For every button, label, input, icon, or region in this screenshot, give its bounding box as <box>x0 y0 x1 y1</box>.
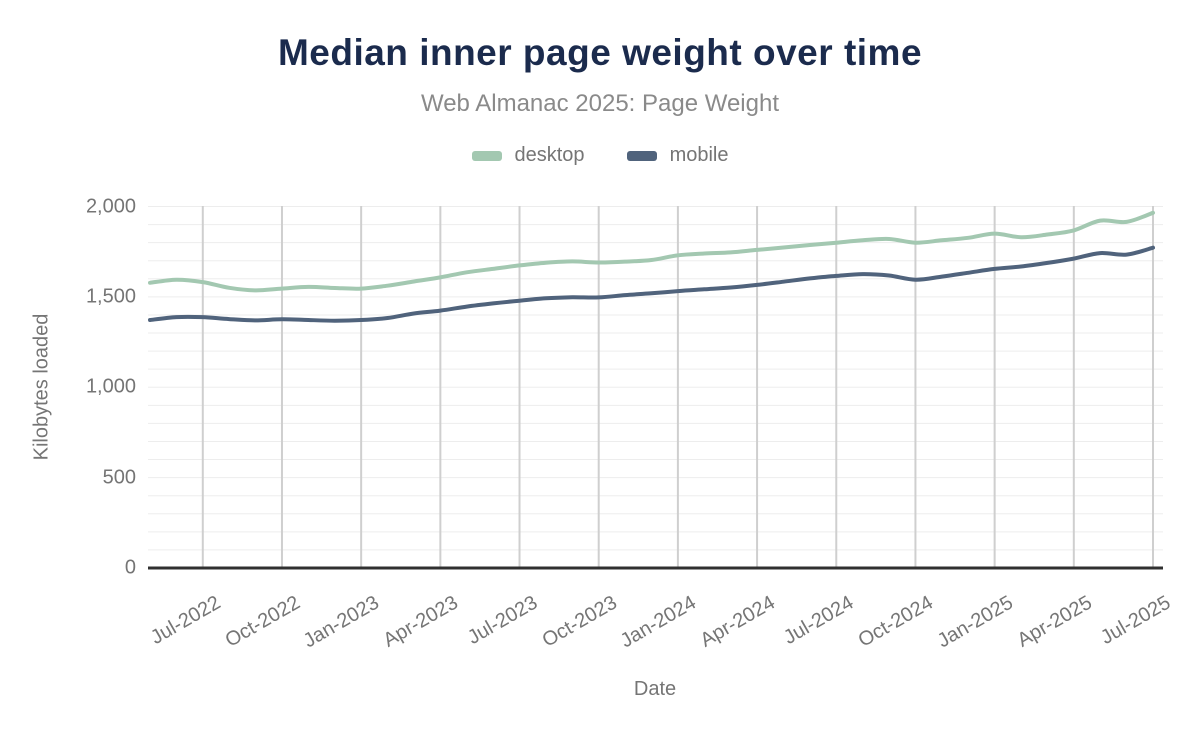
chart-subtitle: Web Almanac 2025: Page Weight <box>420 90 779 117</box>
desktop-line <box>148 210 1155 293</box>
desktop-series-label: desktop <box>514 144 585 166</box>
legend: desktop mobile <box>0 144 1200 167</box>
y-tick-label: 2,000 <box>85 195 136 217</box>
y-tick-label: 0 <box>124 556 136 579</box>
mobile-series-label: mobile <box>669 144 729 166</box>
x-axis-title: Date <box>633 678 677 700</box>
legend-item-desktop[interactable]: desktop <box>471 144 585 167</box>
y-tick-label: 1,500 <box>85 285 136 308</box>
y-tick-label: 1,000 <box>85 375 136 398</box>
mobile-series-swatch <box>626 150 657 161</box>
desktop-series-swatch <box>471 150 502 161</box>
mobile-line <box>148 245 1155 323</box>
y-tick-label: 500 <box>102 466 136 489</box>
legend-item-mobile[interactable]: mobile <box>626 144 729 167</box>
y-axis-title: Kilobytes loaded <box>30 313 53 461</box>
chart-title: Median inner page weight over time <box>277 32 923 73</box>
